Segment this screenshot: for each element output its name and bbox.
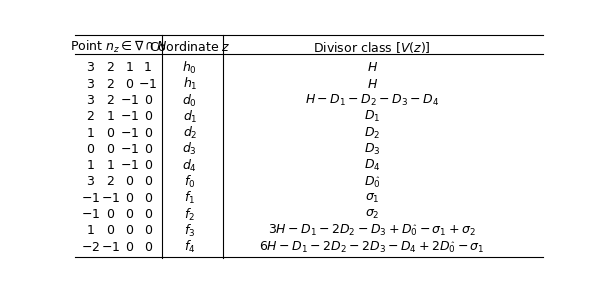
Text: 2: 2: [86, 110, 94, 123]
Text: 3: 3: [86, 61, 94, 74]
Text: $-1$: $-1$: [101, 192, 120, 205]
Text: $\sigma_1$: $\sigma_1$: [365, 192, 379, 205]
Text: 1: 1: [107, 159, 115, 172]
Text: 3: 3: [86, 175, 94, 188]
Text: 0: 0: [125, 192, 133, 205]
Text: $-1$: $-1$: [81, 192, 100, 205]
Text: $D_3$: $D_3$: [364, 142, 380, 157]
Text: $6H - D_1 - 2D_2 - 2D_3 - D_4 + 2D_{\hat{0}} - \sigma_1$: $6H - D_1 - 2D_2 - 2D_3 - D_4 + 2D_{\hat…: [259, 240, 485, 255]
Text: 0: 0: [144, 159, 152, 172]
Text: $-1$: $-1$: [119, 110, 139, 123]
Text: 0: 0: [106, 224, 115, 237]
Text: $\sigma_2$: $\sigma_2$: [365, 208, 379, 221]
Text: Coordinate $z$: Coordinate $z$: [149, 40, 230, 54]
Text: $f_3$: $f_3$: [185, 223, 195, 239]
Text: $h_0$: $h_0$: [183, 60, 197, 76]
Text: 1: 1: [125, 61, 133, 74]
Text: $D_2$: $D_2$: [364, 126, 380, 141]
Text: $d_1$: $d_1$: [183, 109, 197, 125]
Text: 0: 0: [144, 94, 152, 107]
Text: 0: 0: [106, 208, 115, 221]
Text: 0: 0: [106, 126, 115, 139]
Text: $d_2$: $d_2$: [183, 125, 197, 141]
Text: 1: 1: [107, 110, 115, 123]
Text: 0: 0: [106, 143, 115, 156]
Text: $-1$: $-1$: [101, 241, 120, 254]
Text: 1: 1: [86, 224, 94, 237]
Text: 0: 0: [125, 175, 133, 188]
Text: 2: 2: [107, 94, 115, 107]
Text: $-1$: $-1$: [138, 78, 157, 91]
Text: 2: 2: [107, 61, 115, 74]
Text: Point $n_z \in \nabla \cap N$: Point $n_z \in \nabla \cap N$: [70, 39, 168, 55]
Text: $-1$: $-1$: [81, 208, 100, 221]
Text: $-1$: $-1$: [119, 143, 139, 156]
Text: $-2$: $-2$: [81, 241, 100, 254]
Text: 1: 1: [144, 61, 152, 74]
Text: $-1$: $-1$: [119, 126, 139, 139]
Text: $D_1$: $D_1$: [364, 109, 380, 124]
Text: $H$: $H$: [367, 78, 377, 91]
Text: 0: 0: [144, 126, 152, 139]
Text: Divisor class $[V(z)]$: Divisor class $[V(z)]$: [313, 39, 431, 55]
Text: 0: 0: [144, 175, 152, 188]
Text: 0: 0: [144, 224, 152, 237]
Text: 0: 0: [144, 110, 152, 123]
Text: $-1$: $-1$: [119, 159, 139, 172]
Text: 0: 0: [144, 192, 152, 205]
Text: 0: 0: [86, 143, 94, 156]
Text: $d_4$: $d_4$: [183, 157, 197, 174]
Text: 0: 0: [144, 241, 152, 254]
Text: 1: 1: [86, 159, 94, 172]
Text: $h_1$: $h_1$: [183, 76, 197, 92]
Text: 3: 3: [86, 78, 94, 91]
Text: $d_0$: $d_0$: [182, 93, 197, 108]
Text: 1: 1: [86, 126, 94, 139]
Text: $3H - D_1 - 2D_2 - D_3 + D_{\hat{0}} - \sigma_1 + \sigma_2$: $3H - D_1 - 2D_2 - D_3 + D_{\hat{0}} - \…: [268, 223, 476, 238]
Text: 0: 0: [125, 224, 133, 237]
Text: 0: 0: [125, 241, 133, 254]
Text: $H$: $H$: [367, 61, 377, 74]
Text: $f_4$: $f_4$: [184, 239, 195, 255]
Text: $f_1$: $f_1$: [185, 190, 195, 206]
Text: $H - D_1 - D_2 - D_3 - D_4$: $H - D_1 - D_2 - D_3 - D_4$: [305, 93, 439, 108]
Text: 3: 3: [86, 94, 94, 107]
Text: $D_4$: $D_4$: [364, 158, 380, 173]
Text: $d_3$: $d_3$: [183, 141, 197, 157]
Text: $f_0$: $f_0$: [184, 174, 195, 190]
Text: 0: 0: [125, 208, 133, 221]
Text: 2: 2: [107, 175, 115, 188]
Text: 2: 2: [107, 78, 115, 91]
Text: $f_2$: $f_2$: [185, 206, 195, 223]
Text: $-1$: $-1$: [119, 94, 139, 107]
Text: $D_{\hat{0}}$: $D_{\hat{0}}$: [364, 174, 380, 189]
Text: 0: 0: [144, 208, 152, 221]
Text: 0: 0: [144, 143, 152, 156]
Text: 0: 0: [125, 78, 133, 91]
